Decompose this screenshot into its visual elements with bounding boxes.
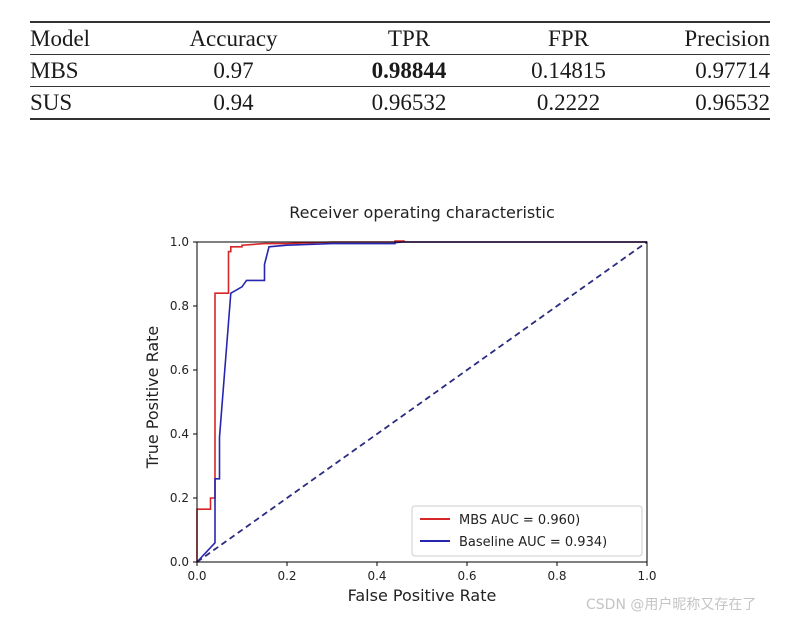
plot-area-frame	[196, 241, 648, 563]
x-axis-label: False Positive Rate	[348, 586, 497, 605]
x-tick-label: 0.2	[277, 569, 296, 583]
cell-tpr: 0.96532	[371, 89, 447, 115]
x-tick-label: 0.6	[457, 569, 476, 583]
y-tick-label: 0.0	[170, 555, 189, 569]
x-tick-label: 1.0	[637, 569, 656, 583]
legend-label-mbs: MBS AUC = 0.960)	[459, 513, 580, 528]
x-tick-label: 0.0	[187, 569, 206, 583]
legend-label-baseline: Baseline AUC = 0.934)	[459, 535, 607, 550]
y-tick-label: 0.2	[170, 491, 189, 505]
legend-box	[411, 505, 643, 557]
cell-precision: 0.96532	[695, 89, 770, 115]
x-tick-label: 0.4	[367, 569, 386, 583]
header-tpr: TPR	[387, 25, 431, 51]
table-row: SUS 0.94 0.96532 0.2222 0.96532	[30, 87, 770, 119]
cell-fpr: 0.14815	[531, 57, 606, 83]
y-tick-label: 0.8	[170, 299, 189, 313]
header-model: Model	[30, 25, 91, 51]
y-tick-label: 0.4	[170, 427, 189, 441]
cell-precision: 0.97714	[695, 57, 770, 83]
cell-fpr: 0.2222	[536, 89, 601, 115]
x-tick-label: 0.8	[547, 569, 566, 583]
y-tick-label: 0.6	[170, 363, 189, 377]
cell-tpr: 0.98844	[371, 57, 447, 83]
y-tick-label: 1.0	[170, 235, 189, 249]
header-accuracy: Accuracy	[189, 25, 278, 51]
cell-model: MBS	[30, 57, 79, 83]
y-axis-label: True Positive Rate	[143, 326, 162, 470]
cell-accuracy: 0.94	[213, 89, 254, 115]
baseline-roc-line	[196, 241, 647, 563]
watermark: CSDN @用户昵称又存在了	[586, 597, 757, 613]
header-precision: Precision	[684, 25, 770, 51]
cell-model: SUS	[30, 89, 73, 115]
chance-diagonal-line	[196, 241, 648, 563]
table-row: MBS 0.97 0.98844 0.14815 0.97714	[30, 55, 770, 87]
mbs-roc-line	[196, 240, 647, 562]
metrics-table: Model Accuracy TPR FPR Precision MBS 0.9…	[30, 21, 770, 120]
chart-title: Receiver operating characteristic	[289, 203, 555, 222]
cell-accuracy: 0.97	[213, 57, 254, 83]
table-header-row: Model Accuracy TPR FPR Precision	[30, 22, 770, 55]
header-fpr: FPR	[548, 25, 589, 51]
legend: MBS AUC = 0.960) Baseline AUC = 0.934)	[411, 505, 643, 557]
